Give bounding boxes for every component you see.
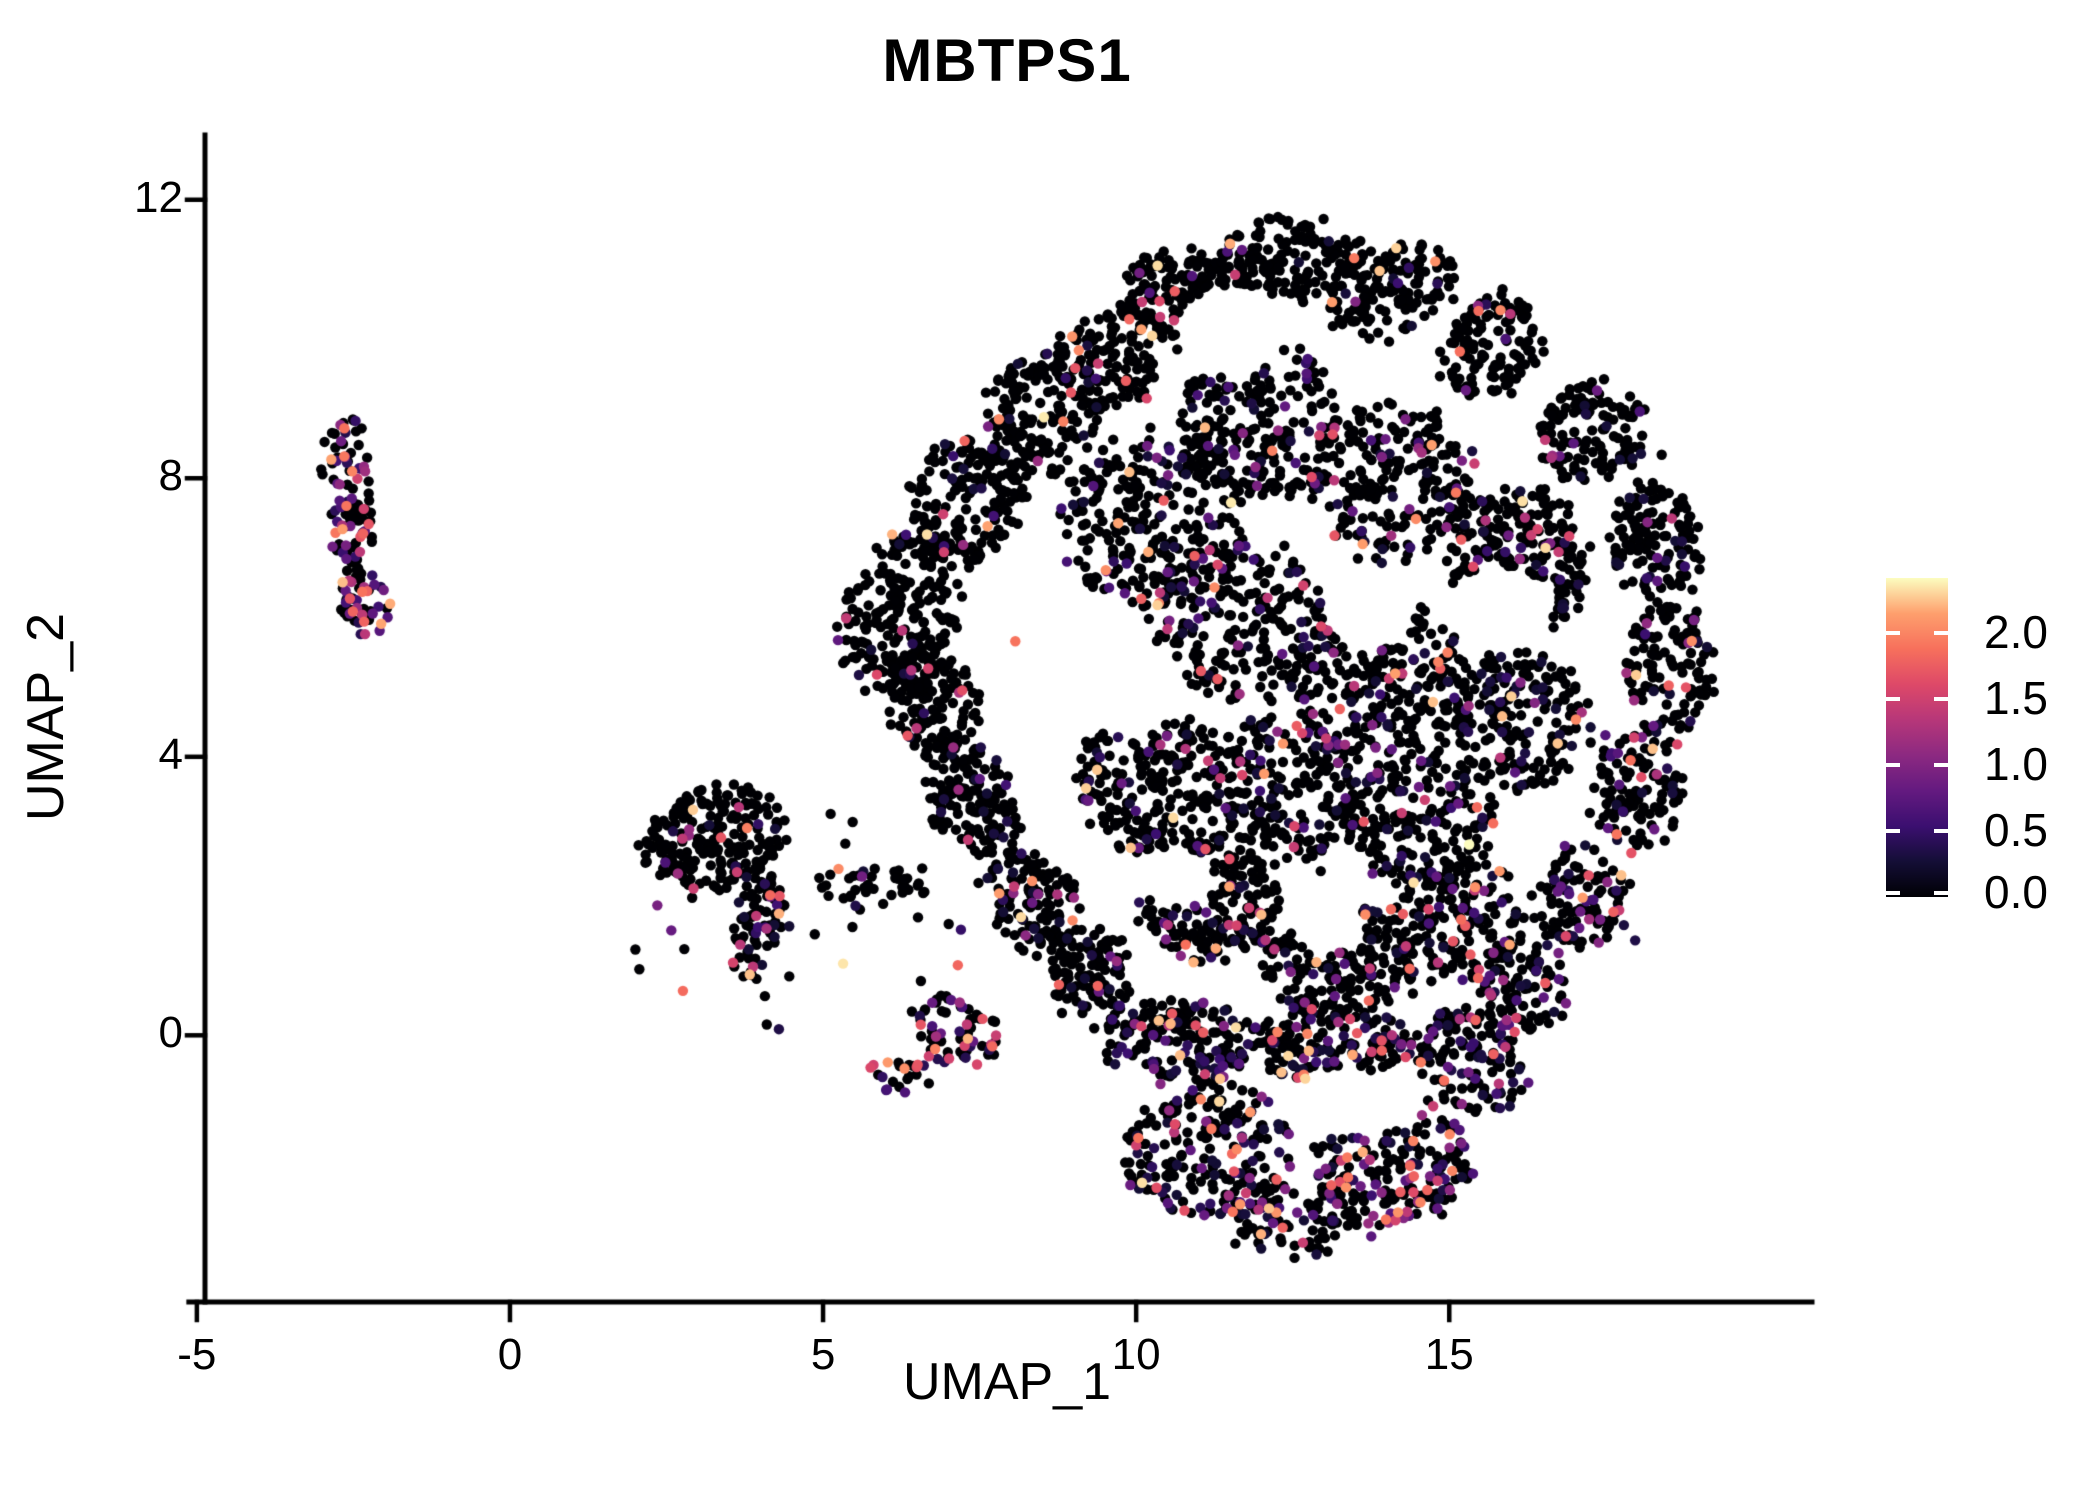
- x-tick-label: -5: [177, 1330, 217, 1379]
- colorbar-gradient: [1886, 578, 1948, 897]
- y-tick-label: 12: [134, 172, 183, 222]
- colorbar-tick-mark: [1934, 763, 1948, 768]
- x-axis-title: UMAP_1: [902, 1353, 1112, 1411]
- x-tick-label: 15: [1424, 1330, 1474, 1379]
- x-tick-label: 5: [810, 1330, 836, 1379]
- y-tick-label: 4: [158, 729, 183, 779]
- colorbar-tick-mark: [1886, 829, 1900, 834]
- y-tick-label: 0: [158, 1008, 183, 1058]
- colorbar-tick-mark: [1886, 697, 1900, 702]
- colorbar-tick-label: 1.0: [1984, 738, 2048, 791]
- colorbar-tick-label: 0.5: [1984, 803, 2048, 856]
- y-axis-title: UMAP_2: [17, 612, 75, 822]
- x-tick-label: 0: [497, 1330, 523, 1379]
- colorbar-tick-mark: [1934, 631, 1948, 636]
- y-tick-label: 8: [158, 451, 183, 501]
- colorbar-tick-mark: [1886, 631, 1900, 636]
- x-tick-label: 10: [1111, 1330, 1161, 1379]
- colorbar-tick-mark: [1934, 891, 1948, 895]
- colorbar-tick-mark: [1934, 697, 1948, 702]
- colorbar-tick-label: 2.0: [1984, 606, 2048, 659]
- colorbar-tick-label: 1.5: [1984, 672, 2048, 725]
- colorbar-tick-mark: [1934, 829, 1948, 834]
- colorbar-tick-mark: [1886, 891, 1900, 895]
- colorbar-tick-label: 0.0: [1984, 865, 2048, 918]
- colorbar-tick-mark: [1886, 763, 1900, 768]
- page-title: MBTPS1: [882, 27, 1132, 94]
